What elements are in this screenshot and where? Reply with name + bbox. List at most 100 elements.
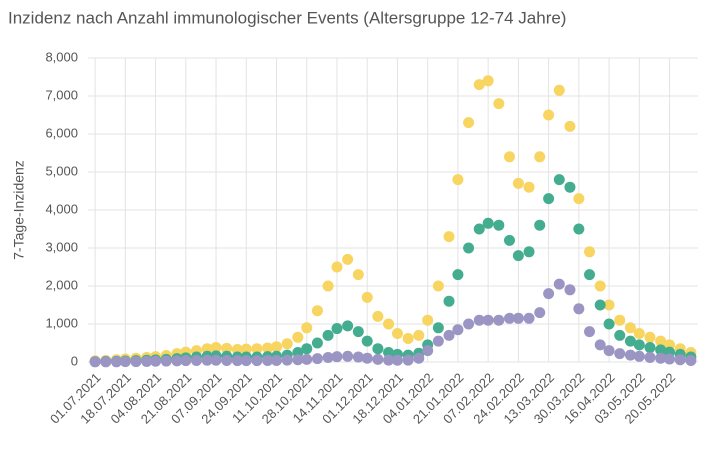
data-point	[301, 343, 313, 355]
data-point	[432, 280, 444, 292]
data-point	[664, 353, 676, 365]
data-point	[573, 223, 585, 235]
data-point	[89, 356, 101, 368]
data-point	[493, 98, 505, 110]
data-point	[603, 345, 615, 357]
data-point	[655, 344, 667, 356]
data-point	[322, 351, 334, 363]
data-point	[352, 326, 364, 338]
data-point	[171, 355, 183, 367]
data-point	[240, 343, 252, 355]
data-point	[383, 318, 395, 330]
data-point	[614, 348, 626, 360]
data-point	[402, 354, 414, 366]
data-point	[311, 337, 323, 349]
data-point	[543, 109, 555, 121]
data-point	[301, 322, 313, 334]
data-point	[443, 295, 455, 307]
y-tick-label: 3,000	[45, 239, 78, 254]
data-point	[422, 314, 434, 326]
data-point	[473, 79, 485, 91]
data-point	[564, 284, 576, 296]
data-point	[584, 326, 596, 338]
y-tick-label: 0	[71, 353, 78, 368]
data-point	[603, 318, 615, 330]
data-point	[201, 343, 213, 355]
data-point	[512, 250, 524, 262]
data-point	[553, 174, 565, 186]
data-point	[633, 339, 645, 351]
data-point	[512, 177, 524, 189]
data-point	[331, 323, 343, 335]
data-point	[614, 329, 626, 341]
data-point	[463, 242, 475, 254]
data-point	[644, 342, 656, 354]
data-point	[553, 84, 565, 96]
data-point	[413, 352, 425, 364]
data-point	[543, 288, 555, 300]
data-point	[372, 353, 384, 365]
y-axis-label: 7-Tage-Inzidenz	[11, 160, 27, 260]
y-tick-label: 2,000	[45, 277, 78, 292]
data-point	[100, 356, 112, 368]
data-point	[534, 307, 546, 319]
data-point	[210, 354, 222, 366]
data-point	[130, 356, 142, 368]
data-point	[281, 354, 293, 366]
data-point	[452, 269, 464, 281]
data-point	[432, 335, 444, 347]
data-point	[503, 151, 515, 163]
data-point	[190, 354, 202, 366]
data-point	[352, 269, 364, 281]
data-point	[150, 355, 162, 367]
data-point	[564, 120, 576, 132]
data-point	[331, 261, 343, 273]
data-point	[624, 349, 636, 361]
data-point	[413, 329, 425, 341]
data-point	[493, 219, 505, 231]
data-point	[655, 352, 667, 364]
data-point	[331, 351, 343, 363]
data-point	[523, 312, 535, 324]
data-point	[503, 234, 515, 246]
data-point	[685, 354, 697, 366]
data-point	[482, 314, 494, 326]
data-point	[361, 291, 373, 303]
data-point	[271, 354, 283, 366]
data-point	[180, 355, 192, 367]
data-point	[210, 342, 222, 354]
data-point	[452, 324, 464, 336]
y-tick-label: 4,000	[45, 201, 78, 216]
data-point	[141, 355, 153, 367]
data-point	[443, 329, 455, 341]
data-point	[594, 339, 606, 351]
data-point	[564, 181, 576, 193]
data-point	[271, 341, 283, 353]
data-point	[292, 354, 304, 366]
y-tick-label: 6,000	[45, 125, 78, 140]
data-point	[251, 355, 263, 367]
data-point	[633, 328, 645, 339]
data-point	[110, 356, 122, 368]
data-point	[301, 353, 313, 365]
data-point	[402, 332, 414, 344]
data-point	[251, 343, 263, 355]
data-point	[361, 352, 373, 364]
data-point	[523, 246, 535, 258]
data-point	[391, 328, 403, 339]
data-point	[372, 343, 384, 355]
data-point	[614, 314, 626, 326]
data-point	[432, 322, 444, 334]
data-point	[391, 354, 403, 366]
data-point	[452, 174, 464, 186]
data-point	[221, 354, 233, 366]
data-point	[644, 351, 656, 363]
y-tick-label: 1,000	[45, 315, 78, 330]
data-point	[221, 342, 233, 354]
data-point	[503, 312, 515, 324]
data-point	[482, 75, 494, 87]
data-point	[322, 280, 334, 292]
data-point	[281, 338, 293, 350]
data-point	[262, 342, 274, 354]
data-point	[543, 193, 555, 205]
